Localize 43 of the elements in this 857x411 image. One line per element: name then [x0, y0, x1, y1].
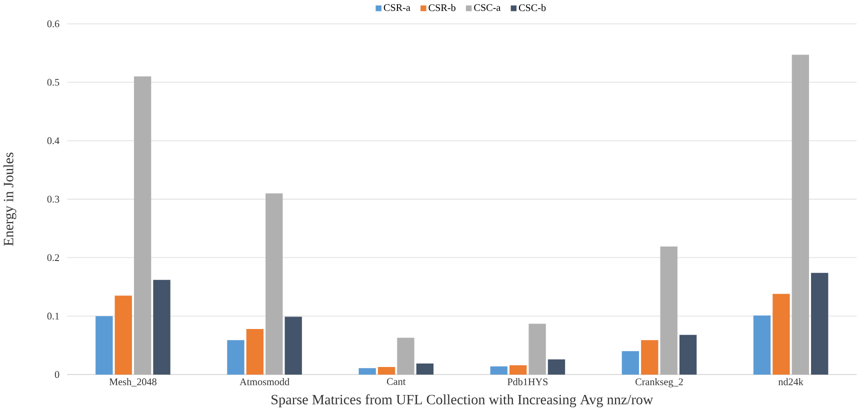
- legend-label: CSR-b: [428, 4, 456, 12]
- bar: [811, 273, 828, 375]
- x-tick-label: Pdb1HYS: [507, 378, 548, 386]
- bar: [153, 280, 170, 375]
- x-tick-label: Atmosmodd: [240, 378, 290, 386]
- bar: [641, 340, 658, 375]
- bar: [660, 246, 678, 375]
- bar: [679, 334, 697, 375]
- bar: [548, 360, 566, 375]
- y-tick-label: 0.1: [47, 312, 59, 320]
- y-tick-label: 0.5: [47, 79, 60, 86]
- bar: [96, 316, 113, 375]
- bar: [772, 294, 790, 375]
- bar: [753, 316, 771, 375]
- y-tick-label: 0.3: [47, 196, 60, 203]
- y-axis-title: Energy in Joules: [3, 152, 16, 246]
- bar: [227, 340, 244, 375]
- bar: [134, 76, 152, 375]
- bar: [490, 366, 508, 375]
- y-tick-label: 0: [54, 371, 60, 378]
- bar: [114, 296, 132, 375]
- bar: [284, 316, 302, 375]
- bar: [246, 329, 264, 375]
- x-tick-label: Crankseg_2: [636, 378, 683, 388]
- bar: [622, 351, 640, 375]
- y-tick-label: 0.4: [47, 137, 60, 144]
- y-tick-label: 0.2: [47, 254, 60, 262]
- bar: [397, 338, 414, 375]
- y-tick-label: 0.6: [47, 20, 60, 28]
- legend-label: CSR-a: [384, 4, 410, 12]
- legend-label: CSC-b: [518, 4, 546, 12]
- bar: [416, 364, 434, 375]
- bar: [378, 367, 396, 375]
- bar: [358, 368, 376, 375]
- bar: [266, 194, 283, 375]
- x-tick-label: Cant: [386, 378, 406, 386]
- legend-label: CSC-a: [474, 4, 501, 12]
- x-tick-label: Mesh_2048: [109, 378, 156, 387]
- x-tick-label: nd24k: [778, 378, 804, 386]
- bar: [528, 324, 546, 375]
- x-axis-title: Sparse Matrices from UFL Collection with Increasing Avg nnz/row: [272, 394, 654, 408]
- bar: [792, 54, 810, 375]
- bar: [509, 365, 527, 375]
